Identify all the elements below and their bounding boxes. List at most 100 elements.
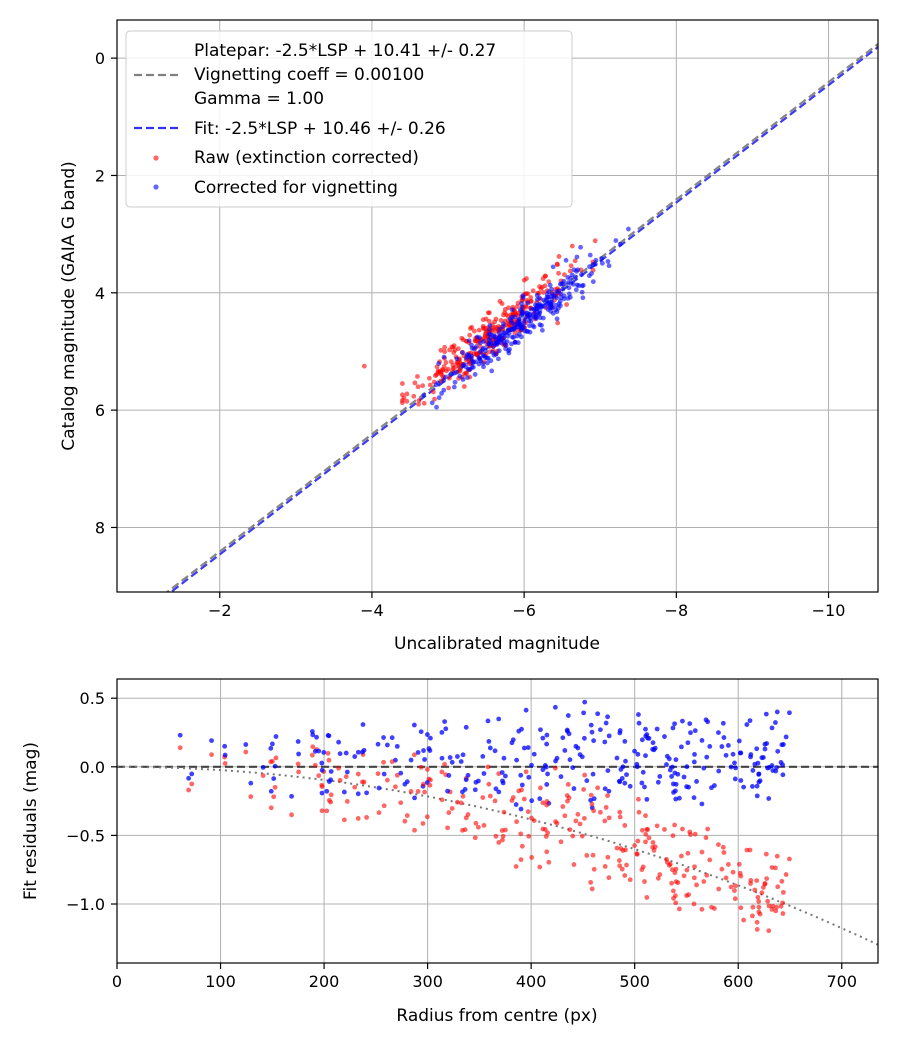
raw-point (564, 302, 570, 307)
corrected-point (487, 323, 493, 328)
raw-residual-point (518, 831, 524, 837)
corrected-residual-point (747, 718, 753, 724)
raw-residual-point (570, 833, 576, 839)
raw-point (361, 363, 367, 369)
raw-point (446, 375, 452, 381)
corrected-residual-point (783, 734, 789, 740)
raw-residual-point (418, 764, 424, 770)
raw-residual-point (316, 773, 322, 779)
corrected-residual-point (326, 733, 332, 739)
corrected-point (553, 302, 559, 308)
raw-residual-point (364, 815, 370, 820)
raw-residual-point (562, 813, 568, 819)
raw-residual-point (694, 882, 699, 888)
corrected-residual-point (775, 748, 781, 754)
raw-residual-point (268, 805, 274, 811)
raw-residual-point (312, 762, 318, 768)
corrected-point (464, 375, 470, 380)
raw-residual-point (774, 904, 779, 910)
raw-point (572, 258, 578, 264)
corrected-point (549, 293, 554, 299)
raw-residual-point (719, 866, 725, 872)
raw-residual-point (552, 765, 558, 771)
corrected-point (590, 279, 596, 285)
raw-residual-point (672, 822, 677, 828)
corrected-residual-point (523, 707, 529, 713)
raw-residual-point (603, 805, 609, 810)
corrected-residual-point (447, 755, 453, 760)
corrected-residual-point (445, 788, 450, 794)
corrected-residual-point (455, 754, 460, 759)
raw-residual-point (344, 799, 350, 804)
corrected-residual-point (728, 764, 734, 770)
corrected-residual-point (774, 765, 779, 770)
raw-residual-point (289, 812, 294, 818)
raw-residual-point (337, 777, 343, 783)
corrected-point (606, 263, 612, 269)
corrected-residual-point (296, 751, 302, 757)
raw-residual-point (732, 888, 737, 893)
raw-residual-point (581, 815, 587, 821)
raw-residual-point (720, 844, 726, 850)
raw-residual-point (614, 845, 620, 851)
corrected-residual-point (260, 765, 266, 770)
corrected-residual-point (418, 729, 424, 735)
raw-residual-point (575, 811, 581, 817)
corrected-point (476, 361, 482, 367)
raw-residual-point (543, 834, 549, 839)
corrected-residual-point (480, 754, 486, 759)
raw-residual-point (657, 872, 663, 877)
corrected-residual-point (560, 735, 566, 741)
raw-residual-point (545, 830, 550, 836)
corrected-residual-point (588, 797, 594, 803)
corrected-point (554, 316, 560, 322)
corrected-point (626, 226, 631, 232)
bottom-x-tick-label: 0 (112, 972, 122, 991)
corrected-residual-point (614, 755, 620, 761)
raw-residual-point (686, 892, 692, 898)
raw-residual-point (632, 843, 637, 848)
raw-residual-point (642, 879, 647, 884)
corrected-residual-point (680, 718, 685, 724)
raw-point (438, 371, 444, 377)
corrected-point (485, 355, 491, 361)
legend-fit: Fit: -2.5*LSP + 10.46 +/- 0.26 (194, 119, 446, 139)
raw-point (482, 331, 488, 337)
bottom-x-tick-label: 300 (412, 972, 443, 991)
corrected-residual-point (565, 713, 571, 718)
raw-point (540, 276, 546, 282)
raw-residual-point (738, 873, 744, 879)
corrected-residual-point (540, 767, 546, 773)
corrected-residual-point (769, 725, 775, 731)
corrected-point (599, 256, 605, 261)
corrected-residual-point (364, 790, 370, 796)
raw-residual-point (427, 782, 433, 788)
raw-point (480, 317, 486, 323)
raw-point (569, 243, 575, 249)
corrected-point (457, 373, 463, 379)
raw-residual-point (389, 759, 395, 765)
top-y-tick-label: 8 (95, 518, 105, 537)
corrected-residual-point (624, 772, 629, 778)
corrected-point (498, 340, 503, 345)
corrected-residual-point (538, 727, 543, 733)
raw-residual-point (703, 835, 709, 841)
raw-residual-point (707, 857, 713, 863)
raw-point (455, 361, 461, 367)
corrected-residual-point (558, 774, 564, 780)
corrected-point (501, 338, 507, 344)
corrected-point (509, 307, 515, 313)
corrected-residual-point (581, 710, 587, 716)
raw-residual-point (473, 820, 479, 826)
raw-residual-point (588, 792, 594, 798)
corrected-residual-point (529, 762, 534, 768)
corrected-point (579, 289, 585, 295)
raw-residual-point (738, 905, 744, 911)
corrected-point (459, 350, 465, 355)
raw-residual-point (538, 785, 543, 791)
corrected-residual-point (360, 722, 366, 727)
raw-residual-point (606, 875, 612, 881)
corrected-residual-point (605, 714, 610, 720)
raw-residual-point (355, 771, 361, 777)
corrected-residual-point (567, 757, 573, 763)
